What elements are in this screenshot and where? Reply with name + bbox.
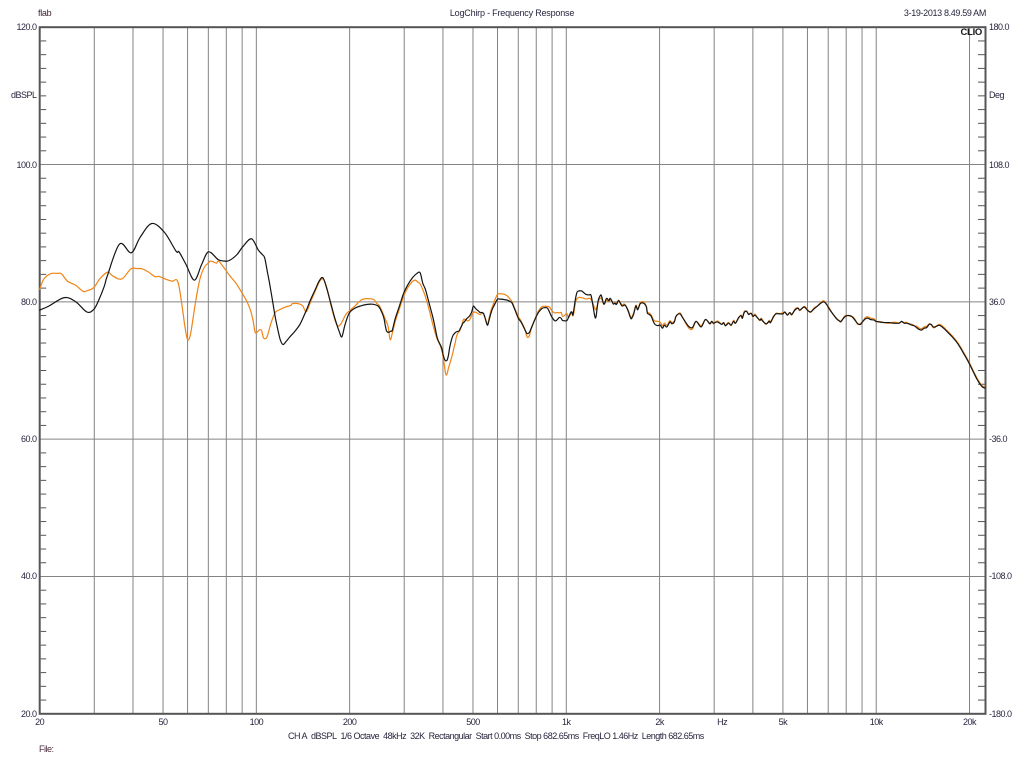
right-axis-label--36.0: -36.0 [989, 434, 1008, 445]
measurement-name: flab [38, 8, 52, 18]
setting-rectangular: Rectangular [428, 730, 473, 741]
right-axis-label--108.0: -108.0 [989, 571, 1012, 582]
x-axis-label-2k: 2k [655, 717, 664, 727]
clio-brand-label: CLIO [960, 27, 983, 38]
x-axis-label-50: 50 [158, 717, 169, 727]
x-axis-label-5k: 5k [778, 717, 788, 727]
right-axis-label-36.0: 36.0 [989, 296, 1005, 307]
trace-main-response-black [39, 222, 986, 389]
setting-1/6: 1/6 Octave [340, 730, 380, 741]
x-axis-label-10k: 10k [869, 717, 884, 727]
x-axis-label-20k: 20k [963, 717, 977, 727]
right-axis-label-108.0: 108.0 [989, 159, 1010, 170]
left-axis-label-100.0: 100.0 [16, 159, 37, 170]
setting-start: Start 0.00ms [475, 730, 522, 741]
file-label: File: [39, 744, 54, 754]
setting-ch: CH A [288, 730, 308, 741]
left-axis-label-40.0: 40.0 [20, 571, 37, 582]
right-axis-unit: Deg [989, 90, 1005, 100]
left-axis-label-60.0: 60.0 [20, 434, 37, 445]
right-axis-label-180.0: 180.0 [989, 22, 1010, 33]
plot-frame [38, 26, 987, 715]
plot-title: LogChirp - Frequency Response [449, 8, 575, 18]
trace-overlay-response-orange [39, 260, 985, 388]
x-axis-label-Hz: Hz [717, 717, 728, 727]
right-axis-label--180.0: -180.0 [989, 708, 1012, 719]
x-axis-label-1k: 1k [562, 717, 571, 727]
left-axis-label-120.0: 120.0 [16, 22, 37, 33]
x-axis-label-200: 200 [342, 717, 357, 727]
setting-32k: 32K [410, 730, 425, 741]
setting-length: Length 682.65ms [641, 730, 705, 741]
x-axis-label-100: 100 [249, 717, 264, 727]
x-axis-label-20: 20 [35, 717, 45, 727]
datetime-label: 3-19-2013 8.49.59 AM [903, 8, 986, 18]
setting-stop: Stop 682.65ms [524, 730, 580, 741]
left-axis-unit: dBSPL [10, 90, 37, 100]
left-axis-label-20.0: 20.0 [20, 708, 37, 719]
setting-freqlo: FreqLO 1.46Hz [582, 730, 639, 741]
setting-48khz: 48kHz [383, 730, 407, 741]
setting-dbspl: dBSPL [311, 730, 337, 741]
x-axis-label-500: 500 [466, 717, 480, 727]
left-axis-label-80.0: 80.0 [20, 296, 37, 307]
